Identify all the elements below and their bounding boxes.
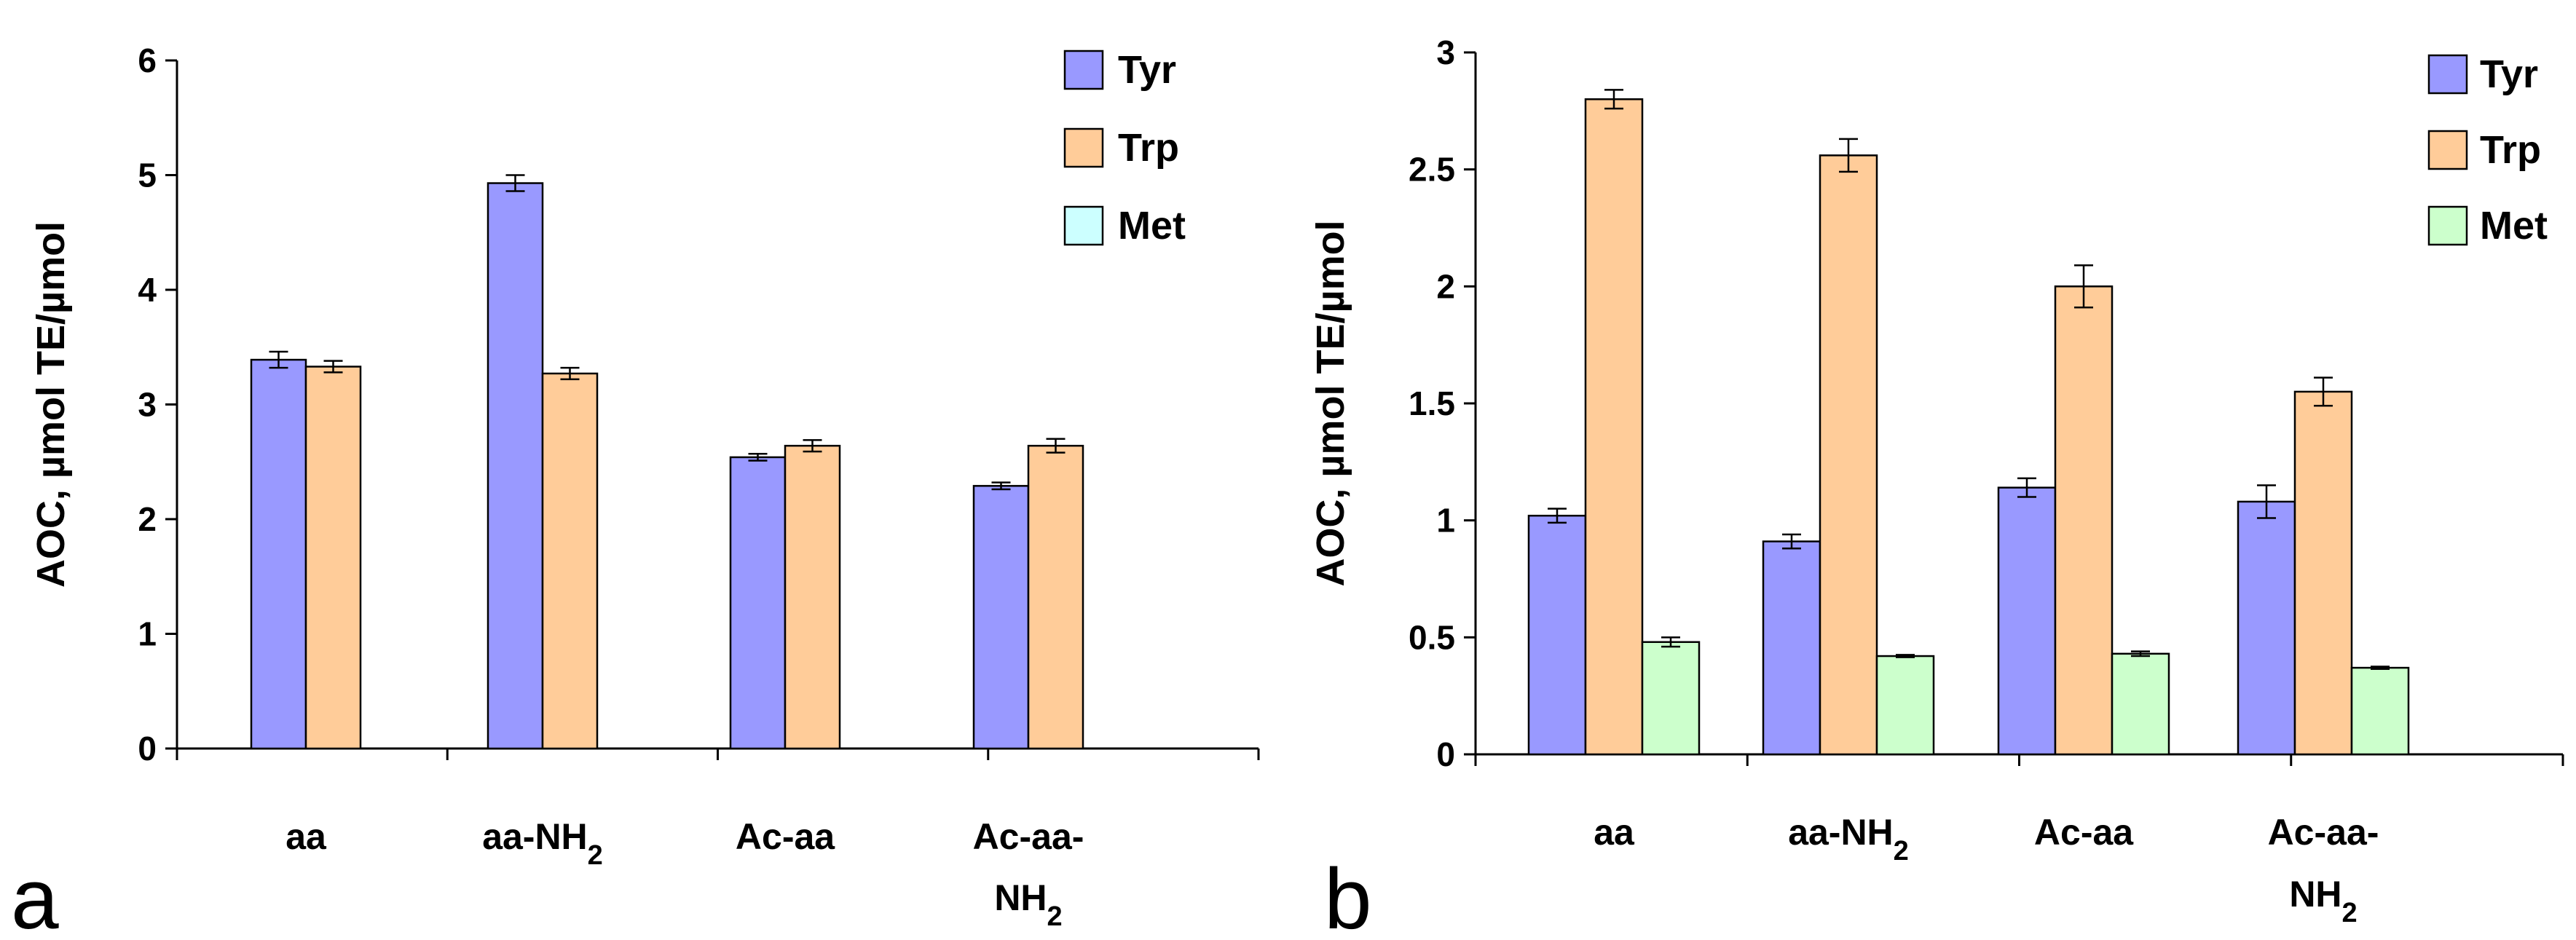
bar-trp-3 <box>1027 444 1084 750</box>
bar-tyr-0 <box>250 358 307 750</box>
category-label: aa-NH2 <box>1788 812 1909 866</box>
bar-trp-2 <box>784 444 841 750</box>
bar-met-0 <box>1641 641 1701 756</box>
y-axis-title: AOC, µmol TE/µmol <box>29 221 73 588</box>
panel-a: 0 1 2 3 4 5 6 aa aa-NH2 Ac-aa Ac-aa- NH2 AOC, µmol T… <box>11 42 1260 940</box>
bar-trp-0 <box>304 366 362 750</box>
legend-label-trp: Trp <box>2480 128 2541 172</box>
y-tick-label: 6 <box>138 42 157 79</box>
y-tick-label: 1.5 <box>1409 384 1455 422</box>
bar-tyr-1 <box>1762 540 1821 756</box>
bar-tyr-2 <box>729 456 787 750</box>
legend-swatch-tyr <box>2427 54 2468 95</box>
bar-trp-1 <box>1819 154 1878 756</box>
y-tick-label: 2.5 <box>1409 151 1455 189</box>
bar-tyr-0 <box>1527 514 1587 756</box>
legend-swatch-met <box>1063 205 1104 246</box>
legend-swatch-trp <box>1063 127 1104 168</box>
category-label: aa <box>285 816 327 857</box>
category-label-line2: NH2 <box>2289 874 2357 928</box>
y-tick-label: 0 <box>1436 735 1455 773</box>
legend-swatch-tyr <box>1063 50 1104 90</box>
category-label: Ac-aa- <box>973 816 1084 857</box>
bar-tyr-3 <box>2237 500 2296 756</box>
legend-label-met: Met <box>2480 204 2548 248</box>
bar-met-2 <box>2111 652 2170 756</box>
y-tick-label: 1 <box>1436 502 1455 540</box>
bar-met-3 <box>2350 666 2410 756</box>
legend-swatch-trp <box>2427 130 2468 170</box>
bar-met-1 <box>1875 655 1935 756</box>
y-tick-label: 2 <box>138 500 157 538</box>
panel-letter: b <box>1324 851 1372 940</box>
y-tick-label: 0.5 <box>1409 618 1455 656</box>
bar-tyr-2 <box>1997 486 2057 756</box>
bar-trp-3 <box>2293 390 2353 756</box>
category-label: aa-NH2 <box>482 816 603 871</box>
y-tick-label: 3 <box>138 386 157 424</box>
category-label: Ac-aa- <box>2268 812 2379 853</box>
panel-letter: a <box>11 851 59 940</box>
bar-trp-0 <box>1584 98 1644 756</box>
y-tick-label: 1 <box>138 615 157 653</box>
legend-label-tyr: Tyr <box>2480 52 2538 96</box>
y-axis-title: AOC, µmol TE/µmol <box>1309 220 1352 586</box>
category-label: aa <box>1594 812 1635 853</box>
y-tick-label: 0 <box>138 730 157 767</box>
y-tick-label: 2 <box>1436 267 1455 305</box>
bar-trp-1 <box>541 372 599 750</box>
legend-label-met: Met <box>1118 204 1186 248</box>
legend-label-trp: Trp <box>1118 126 1179 170</box>
legend-swatch-met <box>2427 205 2468 246</box>
category-label: Ac-aa <box>2034 812 2134 853</box>
category-label: Ac-aa <box>736 816 835 857</box>
legend-label-tyr: Tyr <box>1118 48 1176 92</box>
panel-b: 0 0.5 1 1.5 2 2.5 3 aa aa-NH2 Ac-aa Ac-aa- NH2 AOC, … <box>1309 33 2564 940</box>
y-tick-label: 3 <box>1436 33 1455 71</box>
category-label-line2: NH2 <box>994 877 1062 932</box>
y-tick-label: 5 <box>138 157 157 194</box>
y-tick-label: 4 <box>138 271 157 309</box>
bar-tyr-3 <box>972 485 1030 750</box>
bar-trp-2 <box>2054 285 2114 756</box>
bar-tyr-1 <box>487 182 544 750</box>
